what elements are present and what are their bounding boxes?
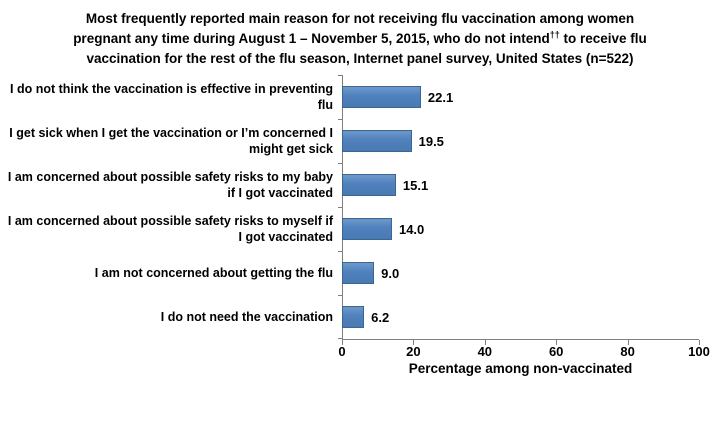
- bar-value-label: 19.5: [418, 133, 444, 149]
- category-label: I do not think the vaccination is effect…: [10, 82, 333, 112]
- value-axis-tick: [699, 340, 700, 345]
- category-label: I do not need the vaccination: [160, 310, 333, 324]
- bar: [342, 130, 412, 152]
- category-axis-tick: [338, 207, 342, 208]
- category-axis-tick: [338, 118, 342, 120]
- bar-rows: I do not think the vaccination is effect…: [6, 75, 699, 339]
- bar-zone: 14.0: [342, 207, 699, 251]
- chart-title-part1: Most frequently reported main reason for…: [73, 11, 635, 46]
- category-axis-tick: [338, 162, 342, 164]
- bar-chart: I do not think the vaccination is effect…: [6, 75, 710, 376]
- value-axis-tick: [627, 340, 629, 345]
- bar: [342, 262, 375, 284]
- bar-row: I do not think the vaccination is effect…: [6, 75, 699, 119]
- bar-row: I am concerned about possible safety ris…: [6, 207, 699, 251]
- value-axis-tick-label: 80: [620, 344, 635, 359]
- bar-zone: 15.1: [342, 163, 699, 207]
- value-axis-line: [342, 339, 700, 345]
- bar-row: I am not concerned about getting the flu…: [6, 251, 699, 295]
- value-axis-tick: [342, 340, 343, 345]
- bar-zone: 19.5: [342, 119, 699, 163]
- value-axis-title: Percentage among non-vaccinated: [408, 361, 633, 376]
- value-axis-tick: [413, 340, 415, 345]
- value-axis-tick: [484, 340, 486, 345]
- chart-title-part2: to receive flu vaccination for the rest …: [86, 31, 647, 66]
- value-axis-tick-label: 20: [406, 344, 421, 359]
- category-label: I am concerned about possible safety ris…: [7, 214, 333, 244]
- value-axis-tick-label: 100: [688, 344, 710, 359]
- flu-vaccination-bar-chart-figure: Most frequently reported main reason for…: [0, 9, 720, 434]
- bar-value-label: 6.2: [371, 309, 390, 325]
- value-axis-tick-label: 0: [338, 344, 346, 359]
- bar-zone: 9.0: [342, 251, 699, 295]
- chart-title: Most frequently reported main reason for…: [71, 9, 649, 69]
- bar-row: I am concerned about possible safety ris…: [6, 163, 699, 207]
- bar: [342, 174, 396, 196]
- category-axis-tick: [338, 338, 342, 339]
- bar-value-label: 9.0: [381, 265, 400, 281]
- value-axis-tick-label: 60: [548, 344, 564, 359]
- category-label: I am concerned about possible safety ris…: [7, 170, 333, 200]
- bar: [342, 306, 365, 328]
- value-axis-tick: [556, 340, 558, 345]
- bar-row: I get sick when I get the vaccination or…: [6, 119, 699, 163]
- bar-value-label: 15.1: [402, 177, 429, 193]
- value-axis-tick-labels: 0 20 40 60 80 100: [338, 340, 709, 359]
- category-axis-tick: [338, 295, 342, 296]
- category-axis-tick: [338, 250, 342, 252]
- category-axis-line: [342, 75, 343, 339]
- category-label: I am not concerned about getting the flu: [94, 266, 333, 280]
- bar-row: I do not need the vaccination 6.2: [6, 295, 699, 339]
- bar-value-label: 22.1: [427, 89, 454, 105]
- category-axis-tick: [338, 75, 342, 76]
- bar-value-label: 14.0: [398, 221, 425, 237]
- bar: [342, 218, 392, 240]
- bar-zone: 22.1: [342, 75, 699, 119]
- value-axis-tick-label: 40: [477, 344, 493, 359]
- chart-title-dagger-superscript: ††: [549, 29, 560, 40]
- bar: [342, 86, 421, 108]
- category-label: I get sick when I get the vaccination or…: [9, 126, 333, 156]
- bar-zone: 6.2: [342, 295, 699, 339]
